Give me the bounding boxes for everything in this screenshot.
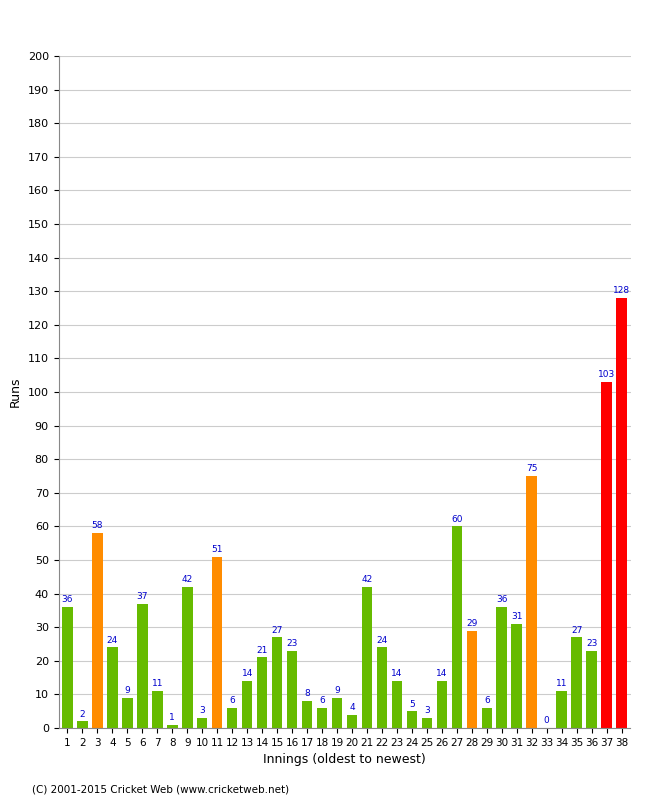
Bar <box>107 647 118 728</box>
Text: 60: 60 <box>451 514 463 524</box>
Bar <box>512 624 522 728</box>
Bar <box>437 681 447 728</box>
Text: 128: 128 <box>613 286 630 295</box>
Bar <box>601 382 612 728</box>
Text: 23: 23 <box>586 639 597 648</box>
Text: 36: 36 <box>62 595 73 604</box>
Bar <box>407 711 417 728</box>
Text: 24: 24 <box>376 636 387 645</box>
Bar <box>586 650 597 728</box>
Text: 3: 3 <box>200 706 205 715</box>
Bar <box>571 638 582 728</box>
Bar <box>452 526 462 728</box>
Text: 58: 58 <box>92 522 103 530</box>
Bar <box>197 718 207 728</box>
Text: 9: 9 <box>334 686 340 695</box>
Text: 11: 11 <box>556 679 567 688</box>
Text: 11: 11 <box>151 679 163 688</box>
Text: 1: 1 <box>170 713 176 722</box>
Bar <box>182 587 192 728</box>
Bar <box>287 650 297 728</box>
Bar <box>467 630 477 728</box>
Bar <box>526 476 537 728</box>
Text: 51: 51 <box>211 545 223 554</box>
Text: 27: 27 <box>272 626 283 634</box>
Bar <box>122 698 133 728</box>
Text: 29: 29 <box>466 619 478 628</box>
Bar <box>167 725 177 728</box>
Bar <box>272 638 282 728</box>
Text: (C) 2001-2015 Cricket Web (www.cricketweb.net): (C) 2001-2015 Cricket Web (www.cricketwe… <box>32 784 290 794</box>
Bar <box>92 533 103 728</box>
Text: 24: 24 <box>107 636 118 645</box>
Text: 14: 14 <box>436 670 447 678</box>
Text: 36: 36 <box>496 595 508 604</box>
Text: 0: 0 <box>544 716 549 726</box>
Text: 14: 14 <box>391 670 402 678</box>
Bar <box>227 708 237 728</box>
Bar <box>137 604 148 728</box>
Bar <box>616 298 627 728</box>
Bar <box>392 681 402 728</box>
Bar <box>302 701 312 728</box>
Bar <box>556 691 567 728</box>
Text: 42: 42 <box>181 575 193 584</box>
Bar <box>361 587 372 728</box>
Bar <box>77 722 88 728</box>
Text: 37: 37 <box>136 592 148 601</box>
Text: 42: 42 <box>361 575 372 584</box>
Text: 3: 3 <box>424 706 430 715</box>
Text: 21: 21 <box>257 646 268 654</box>
Bar <box>62 607 73 728</box>
Bar <box>482 708 492 728</box>
Bar <box>257 658 267 728</box>
Bar <box>242 681 252 728</box>
Bar <box>422 718 432 728</box>
Bar <box>377 647 387 728</box>
Text: 9: 9 <box>125 686 130 695</box>
Text: 27: 27 <box>571 626 582 634</box>
Text: 6: 6 <box>484 696 489 705</box>
Bar <box>317 708 328 728</box>
Bar <box>332 698 343 728</box>
Text: 6: 6 <box>319 696 325 705</box>
Bar <box>212 557 222 728</box>
X-axis label: Innings (oldest to newest): Innings (oldest to newest) <box>263 754 426 766</box>
Text: 6: 6 <box>229 696 235 705</box>
Text: 4: 4 <box>349 703 355 712</box>
Text: 8: 8 <box>304 690 310 698</box>
Text: 14: 14 <box>242 670 253 678</box>
Bar <box>346 714 358 728</box>
Text: 103: 103 <box>598 370 615 379</box>
Text: 31: 31 <box>511 612 523 621</box>
Text: 23: 23 <box>287 639 298 648</box>
Bar <box>497 607 507 728</box>
Bar <box>152 691 162 728</box>
Text: 2: 2 <box>80 710 85 718</box>
Text: 75: 75 <box>526 464 538 474</box>
Text: 5: 5 <box>409 699 415 709</box>
Y-axis label: Runs: Runs <box>9 377 22 407</box>
